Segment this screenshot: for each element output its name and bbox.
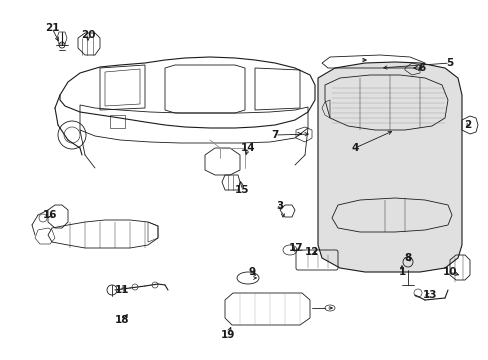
Text: 11: 11 bbox=[115, 285, 129, 295]
Text: 7: 7 bbox=[271, 130, 278, 140]
Text: 8: 8 bbox=[404, 253, 411, 263]
Text: 4: 4 bbox=[350, 143, 358, 153]
Text: 3: 3 bbox=[276, 201, 283, 211]
Text: 18: 18 bbox=[115, 315, 129, 325]
Text: 16: 16 bbox=[42, 210, 57, 220]
Text: 14: 14 bbox=[240, 143, 255, 153]
Text: 15: 15 bbox=[234, 185, 249, 195]
Text: 9: 9 bbox=[248, 267, 255, 277]
Polygon shape bbox=[317, 62, 461, 272]
Text: 1: 1 bbox=[398, 267, 405, 277]
Text: 5: 5 bbox=[446, 58, 453, 68]
Text: 2: 2 bbox=[464, 120, 470, 130]
Text: 19: 19 bbox=[221, 330, 235, 340]
Text: 12: 12 bbox=[304, 247, 319, 257]
Text: 10: 10 bbox=[442, 267, 456, 277]
Text: 17: 17 bbox=[288, 243, 303, 253]
Text: 13: 13 bbox=[422, 290, 436, 300]
Text: 20: 20 bbox=[81, 30, 95, 40]
Text: 21: 21 bbox=[45, 23, 59, 33]
Text: 6: 6 bbox=[418, 63, 425, 73]
